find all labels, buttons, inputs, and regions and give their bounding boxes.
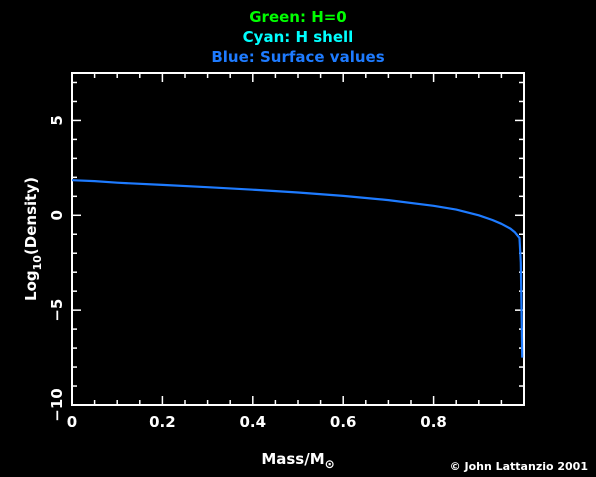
sun-symbol: ⊙ [325, 457, 335, 471]
series-layer [71, 179, 524, 358]
series-line-surface [71, 179, 524, 358]
x-axis-label-text: Mass/M [261, 450, 324, 468]
plot-frame [71, 72, 525, 406]
y-tick-label: −10 [48, 388, 66, 421]
y-tick-label: −5 [48, 299, 66, 322]
axis-ticks: 0 0.2 0.4 0.6 0.8 −10 −5 0 5 [48, 73, 524, 431]
x-tick-label: 0.8 [420, 413, 447, 431]
x-tick-label: 0.6 [330, 413, 357, 431]
y-tick-label: 5 [48, 115, 66, 125]
legend-green: Green: H=0 [249, 8, 347, 26]
legend-cyan: Cyan: H shell [243, 28, 354, 46]
y-tick-label: 0 [48, 210, 66, 220]
legend-blue: Blue: Surface values [211, 48, 384, 66]
y-axis-label-density: (Density) [22, 177, 40, 255]
y-axis-label-log: Log [22, 270, 40, 301]
x-tick-label: 0.4 [240, 413, 267, 431]
credit-text: © John Lattanzio 2001 [450, 460, 588, 473]
y-axis-label: Log10(Density) [22, 177, 44, 301]
x-tick-label: 0.2 [149, 413, 176, 431]
x-axis-label: Mass/M⊙ [261, 450, 334, 471]
y-axis-label-sub: 10 [31, 255, 44, 271]
x-tick-label: 0 [67, 413, 77, 431]
